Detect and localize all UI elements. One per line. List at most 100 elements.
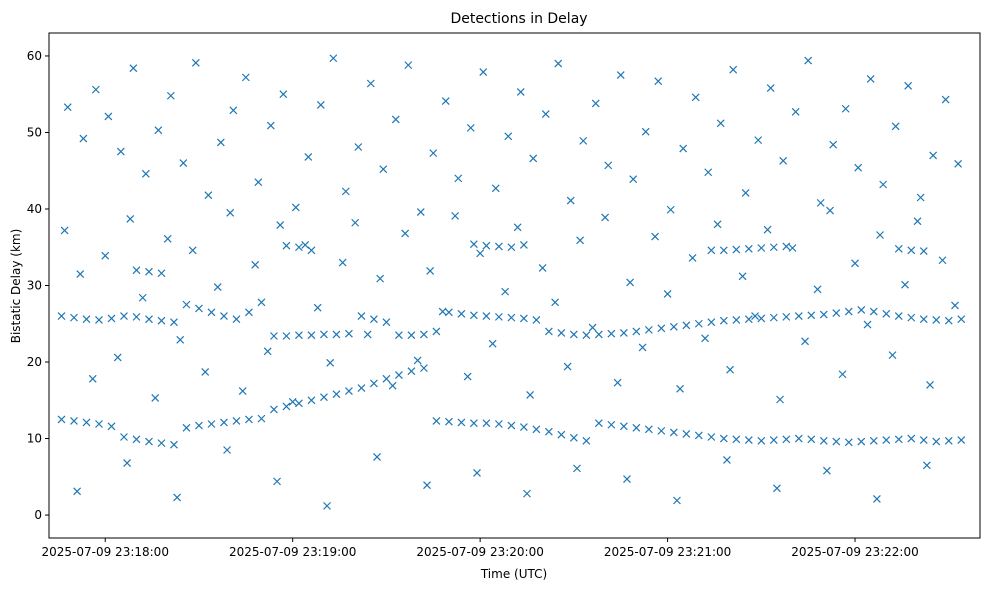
point-marker-4-19 [301,241,310,249]
point-marker-0-26 [382,374,391,383]
point-marker-4-26 [388,381,397,390]
point-marker-1-65 [869,307,878,316]
data-markers [57,54,966,510]
point-marker-2-6 [469,240,478,249]
point-marker-4-13 [226,208,235,217]
point-marker-0-46 [632,423,641,432]
point-marker-3-9 [179,159,188,168]
point-marker-4-2 [88,374,97,383]
point-marker-0-36 [507,421,516,430]
point-marker-1-69 [919,315,928,324]
point-marker-1-20 [307,331,316,340]
point-marker-3-57 [779,156,788,165]
point-marker-0-5 [120,433,128,441]
point-marker-4-28 [413,356,422,365]
point-marker-0-49 [669,428,678,437]
point-marker-1-47 [644,325,653,334]
point-marker-3-31 [454,174,463,183]
point-marker-3-8 [166,91,175,100]
point-marker-0-16 [257,414,266,423]
y-axis: 0 10 20 30 40 50 60 [27,49,49,522]
point-marker-1-33 [469,311,478,320]
y-tick-label-3: 30 [27,279,42,293]
point-marker-3-86 [773,484,781,493]
point-marker-0-38 [532,425,541,434]
point-marker-1-36 [507,313,516,322]
point-marker-3-48 [666,205,675,214]
point-marker-4-17 [276,221,285,229]
point-marker-0-18 [282,402,291,411]
point-marker-0-21 [320,393,328,402]
point-marker-3-67 [904,81,913,90]
point-marker-0-54 [732,435,741,444]
point-marker-1-10 [182,300,191,309]
point-marker-4-12 [213,283,222,291]
point-marker-1-25 [369,315,378,324]
point-marker-3-28 [416,208,425,216]
point-marker-0-34 [482,419,491,428]
point-marker-4-38 [538,263,547,272]
point-marker-1-29 [419,330,428,339]
point-marker-1-13 [220,312,228,321]
point-marker-4-31 [451,211,460,220]
point-marker-1-68 [907,313,916,322]
point-marker-3-72 [73,487,82,496]
point-marker-0-68 [907,434,916,443]
point-marker-2-9 [507,243,516,252]
point-marker-3-19 [304,153,313,161]
point-marker-3-21 [329,54,338,63]
point-marker-0-32 [457,418,466,427]
point-marker-3-38 [541,110,550,119]
point-marker-1-39 [544,327,553,336]
point-marker-4-9 [176,335,185,344]
point-marker-3-89 [922,461,931,470]
point-marker-1-63 [844,307,853,316]
point-marker-4-6 [138,293,147,302]
point-marker-3-10 [191,58,200,67]
point-marker-0-13 [220,418,228,427]
point-marker-3-24 [366,79,375,88]
point-marker-0-37 [519,423,528,431]
point-marker-0-20 [307,396,316,405]
point-marker-1-16 [257,298,266,307]
point-marker-4-30 [438,307,447,316]
point-marker-2-17 [782,242,791,251]
point-marker-0-22 [332,390,341,399]
point-marker-4-65 [876,231,884,239]
point-marker-0-61 [819,436,828,445]
x-tick-label-1: 2025-07-09 23:19:00 [229,545,356,559]
point-marker-0-27 [394,371,403,379]
point-marker-1-4 [107,314,116,323]
point-marker-3-2 [91,85,100,94]
point-marker-4-47 [651,232,660,241]
point-marker-1-19 [295,331,303,340]
point-marker-1-32 [457,309,466,318]
point-marker-4-15 [251,260,260,269]
point-marker-3-73 [123,459,132,467]
point-marker-3-49 [679,144,688,153]
point-marker-4-70 [938,256,947,265]
point-marker-2-19 [907,246,916,255]
x-axis-label: Time (UTC) [480,567,547,581]
point-marker-4-27 [401,229,410,238]
point-marker-3-0 [63,103,72,112]
point-marker-4-48 [663,289,672,298]
point-marker-3-5 [129,64,138,73]
point-marker-0-29 [419,364,428,373]
point-marker-0-43 [594,419,603,428]
point-marker-3-75 [223,446,232,454]
point-marker-3-79 [423,481,431,490]
point-marker-1-18 [282,332,291,340]
point-marker-2-15 [757,244,766,252]
point-marker-3-85 [723,456,731,464]
point-marker-0-17 [270,405,278,414]
point-marker-0-15 [245,415,253,424]
point-marker-3-42 [591,99,600,108]
point-marker-2-13 [732,245,741,254]
point-marker-1-37 [519,314,528,323]
point-marker-3-58 [791,107,800,116]
point-marker-3-40 [566,196,575,205]
point-marker-0-24 [357,384,366,392]
x-axis: 2025-07-09 23:18:00 2025-07-09 23:19:00 20… [42,538,919,559]
